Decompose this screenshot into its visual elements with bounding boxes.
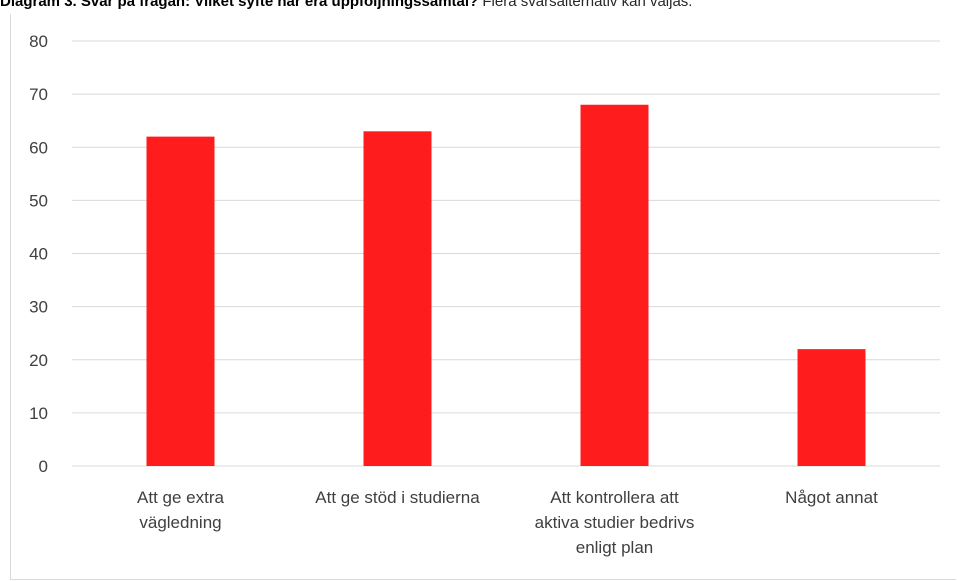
bar-1: [146, 136, 215, 466]
chart-title: Diagram 3. Svar på frågan: Vilket syfte …: [0, 0, 957, 13]
y-tick-label: 0: [39, 457, 48, 476]
bar-4: [797, 349, 866, 466]
y-tick-label: 60: [29, 138, 48, 157]
x-category-label: Något annat: [785, 488, 878, 507]
y-tick-label: 40: [29, 245, 48, 264]
chart-title-bold: Diagram 3. Svar på frågan: Vilket syfte …: [0, 0, 479, 10]
x-category-label: Att ge extra vägledning: [137, 488, 224, 532]
chart-title-rest: Flera svarsalternativ kan väljas.: [478, 0, 693, 10]
bar-2: [363, 131, 432, 466]
y-tick-label: 50: [29, 191, 48, 210]
y-axis-ticks: 0 10 20 30 40 50 60 70 80: [29, 32, 48, 476]
y-tick-label: 70: [29, 85, 48, 104]
x-category-label: Att ge stöd i studierna: [315, 488, 480, 507]
x-axis-labels: Att ge extra vägledning Att ge stöd i stud…: [137, 488, 878, 557]
bars: [146, 104, 866, 466]
gridlines: [72, 40, 940, 467]
y-tick-label: 20: [29, 351, 48, 370]
x-category-label: Att kontrollera att aktiva studier bedriv…: [535, 488, 695, 557]
bar-3: [580, 104, 649, 466]
y-tick-label: 30: [29, 298, 48, 317]
chart-frame: [10, 14, 956, 580]
y-tick-label: 80: [29, 32, 48, 51]
y-tick-label: 10: [29, 404, 48, 423]
